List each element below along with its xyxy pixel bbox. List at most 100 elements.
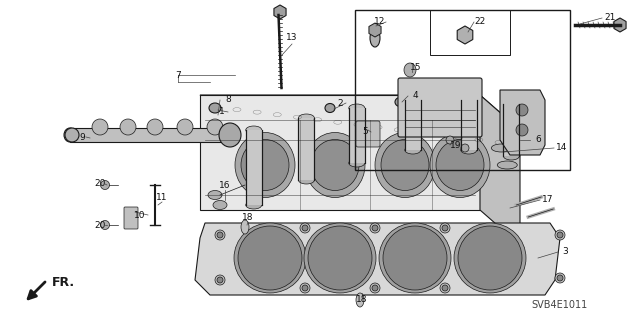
- Ellipse shape: [504, 152, 520, 160]
- Ellipse shape: [446, 136, 454, 144]
- Ellipse shape: [370, 283, 380, 293]
- FancyBboxPatch shape: [124, 207, 138, 229]
- Ellipse shape: [217, 232, 223, 238]
- Ellipse shape: [442, 225, 448, 231]
- Text: 17: 17: [542, 196, 554, 204]
- Ellipse shape: [325, 103, 335, 113]
- Ellipse shape: [308, 226, 372, 290]
- Ellipse shape: [311, 139, 359, 190]
- Ellipse shape: [372, 225, 378, 231]
- Text: 21: 21: [604, 13, 616, 23]
- Ellipse shape: [516, 124, 528, 136]
- Ellipse shape: [383, 226, 447, 290]
- Polygon shape: [200, 95, 480, 210]
- Ellipse shape: [349, 104, 365, 112]
- Ellipse shape: [298, 176, 314, 184]
- Ellipse shape: [100, 220, 109, 229]
- Ellipse shape: [246, 126, 262, 134]
- Text: 1: 1: [219, 108, 225, 116]
- Ellipse shape: [238, 226, 302, 290]
- Ellipse shape: [300, 223, 310, 233]
- FancyBboxPatch shape: [398, 78, 482, 137]
- Ellipse shape: [209, 103, 221, 113]
- Text: 2: 2: [337, 99, 343, 108]
- Bar: [430, 10, 510, 55]
- Ellipse shape: [241, 220, 249, 234]
- Ellipse shape: [207, 119, 223, 135]
- FancyBboxPatch shape: [356, 121, 380, 147]
- Polygon shape: [504, 104, 520, 156]
- Ellipse shape: [461, 144, 469, 152]
- Ellipse shape: [92, 119, 108, 135]
- Ellipse shape: [440, 223, 450, 233]
- Ellipse shape: [504, 100, 520, 108]
- Ellipse shape: [64, 128, 76, 142]
- Polygon shape: [349, 108, 365, 163]
- Ellipse shape: [235, 132, 295, 197]
- Polygon shape: [480, 95, 520, 245]
- Text: 11: 11: [156, 192, 168, 202]
- Ellipse shape: [234, 223, 306, 293]
- Ellipse shape: [430, 132, 490, 197]
- Text: FR.: FR.: [52, 277, 75, 290]
- Ellipse shape: [215, 230, 225, 240]
- Ellipse shape: [208, 190, 222, 199]
- Text: 20: 20: [94, 179, 106, 188]
- Ellipse shape: [372, 285, 378, 291]
- Ellipse shape: [241, 139, 289, 190]
- Text: 7: 7: [175, 70, 181, 79]
- Text: 4: 4: [412, 92, 418, 100]
- Ellipse shape: [436, 139, 484, 190]
- Text: 15: 15: [410, 63, 422, 72]
- Text: 10: 10: [134, 211, 146, 219]
- Ellipse shape: [461, 96, 477, 104]
- Ellipse shape: [405, 96, 421, 104]
- Ellipse shape: [305, 132, 365, 197]
- Ellipse shape: [370, 223, 380, 233]
- Text: 18: 18: [243, 213, 253, 222]
- Ellipse shape: [302, 285, 308, 291]
- Text: 9: 9: [79, 133, 85, 143]
- Ellipse shape: [298, 114, 314, 122]
- Ellipse shape: [557, 232, 563, 238]
- Bar: [355, 10, 570, 170]
- Ellipse shape: [356, 293, 364, 307]
- Text: 13: 13: [286, 33, 298, 42]
- Ellipse shape: [100, 181, 109, 189]
- Ellipse shape: [147, 119, 163, 135]
- Ellipse shape: [497, 161, 517, 169]
- Ellipse shape: [246, 201, 262, 209]
- Ellipse shape: [555, 273, 565, 283]
- Text: 16: 16: [220, 181, 231, 189]
- Ellipse shape: [302, 225, 308, 231]
- Polygon shape: [461, 100, 477, 150]
- Text: 6: 6: [535, 136, 541, 145]
- Text: 22: 22: [474, 18, 486, 26]
- Polygon shape: [246, 130, 262, 205]
- Ellipse shape: [120, 119, 136, 135]
- Text: 18: 18: [356, 295, 368, 305]
- Ellipse shape: [65, 128, 79, 142]
- Text: 8: 8: [225, 95, 231, 105]
- Polygon shape: [195, 223, 560, 295]
- Ellipse shape: [177, 119, 193, 135]
- Ellipse shape: [370, 29, 380, 47]
- Polygon shape: [200, 95, 520, 130]
- Ellipse shape: [557, 275, 563, 281]
- Text: 5: 5: [362, 128, 368, 137]
- Ellipse shape: [404, 63, 416, 77]
- Ellipse shape: [217, 277, 223, 283]
- Ellipse shape: [454, 223, 526, 293]
- Polygon shape: [70, 128, 230, 142]
- Ellipse shape: [405, 146, 421, 154]
- Ellipse shape: [381, 139, 429, 190]
- Ellipse shape: [492, 144, 511, 152]
- Text: 19: 19: [451, 140, 461, 150]
- Ellipse shape: [379, 223, 451, 293]
- Ellipse shape: [516, 104, 528, 116]
- Polygon shape: [405, 100, 421, 150]
- Ellipse shape: [555, 230, 565, 240]
- Ellipse shape: [215, 275, 225, 285]
- Ellipse shape: [213, 201, 227, 210]
- Ellipse shape: [304, 223, 376, 293]
